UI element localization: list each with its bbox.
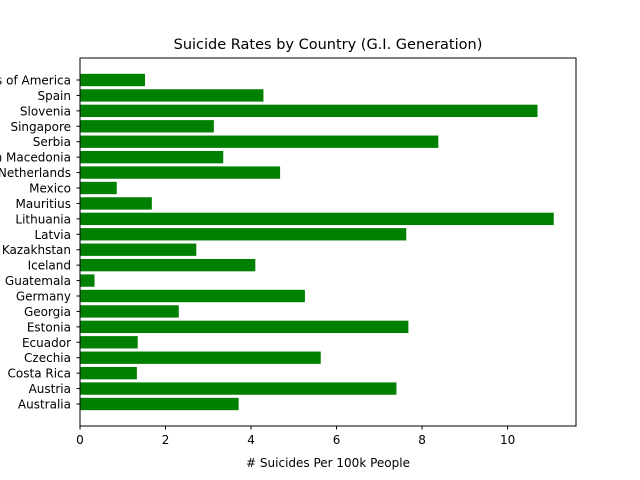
y-tick-label: Serbia <box>33 135 71 149</box>
y-tick-label: Estonia <box>27 320 71 334</box>
bar-australia <box>80 397 239 411</box>
y-tick-label: North Macedonia <box>0 151 71 165</box>
bar-spain <box>80 89 264 102</box>
bar-czechia <box>80 351 321 364</box>
x-tick-label: 10 <box>500 433 515 447</box>
bar-ecuador <box>80 336 138 349</box>
bar-georgia <box>80 305 179 318</box>
x-axis: 0 2 4 6 8 10 <box>76 426 515 447</box>
bar-serbia <box>80 135 439 148</box>
bar-austria <box>80 382 397 395</box>
bar-germany <box>80 289 305 303</box>
bar-lithuania <box>80 212 554 226</box>
x-tick-label: 4 <box>247 433 255 447</box>
y-tick-label: Kazakhstan <box>2 243 71 257</box>
bar-guatemala <box>80 274 95 287</box>
bar-slovenia <box>80 104 538 118</box>
y-tick-label: Latvia <box>34 228 71 242</box>
x-axis-label: # Suicides Per 100k People <box>246 456 410 470</box>
chart-title: Suicide Rates by Country (G.I. Generatio… <box>174 37 483 53</box>
bar-latvia <box>80 228 407 241</box>
y-tick-label: Mexico <box>29 182 71 196</box>
y-tick-label: Austria <box>29 382 71 396</box>
bar-singapore <box>80 120 214 133</box>
bar-united-states-of-america <box>80 73 145 87</box>
y-tick-label: Australia <box>18 398 71 412</box>
y-tick-label: Costa Rica <box>8 367 71 381</box>
bar-costa-rica <box>80 366 137 380</box>
y-tick-label: Slovenia <box>20 104 71 118</box>
y-tick-label: Ecuador <box>22 336 71 350</box>
bar-kazakhstan <box>80 243 197 256</box>
y-tick-label: Iceland <box>28 259 71 273</box>
y-tick-label: Netherlands <box>0 166 71 180</box>
bar-iceland <box>80 258 256 272</box>
x-tick-label: 8 <box>418 433 426 447</box>
plot-frame <box>79 57 577 427</box>
y-tick-label: Germany <box>16 290 71 304</box>
x-tick-label: 0 <box>76 433 84 447</box>
x-tick-label: 2 <box>162 433 170 447</box>
y-tick-label: Guatemala <box>5 274 71 288</box>
bar-north-macedonia <box>80 150 224 164</box>
y-tick-label: United States of America <box>0 74 71 88</box>
bar-estonia <box>80 320 409 334</box>
y-tick-label: Singapore <box>10 120 71 134</box>
y-tick-label: Georgia <box>24 305 71 319</box>
bar-mauritius <box>80 197 152 210</box>
bar-netherlands <box>80 166 281 179</box>
bars-group <box>80 73 554 411</box>
y-tick-label: Spain <box>37 89 71 103</box>
y-tick-label: Lithuania <box>15 212 71 226</box>
x-tick-label: 6 <box>333 433 341 447</box>
bar-mexico <box>80 181 117 195</box>
y-tick-label: Czechia <box>24 351 71 365</box>
y-tick-label: Mauritius <box>16 197 71 211</box>
